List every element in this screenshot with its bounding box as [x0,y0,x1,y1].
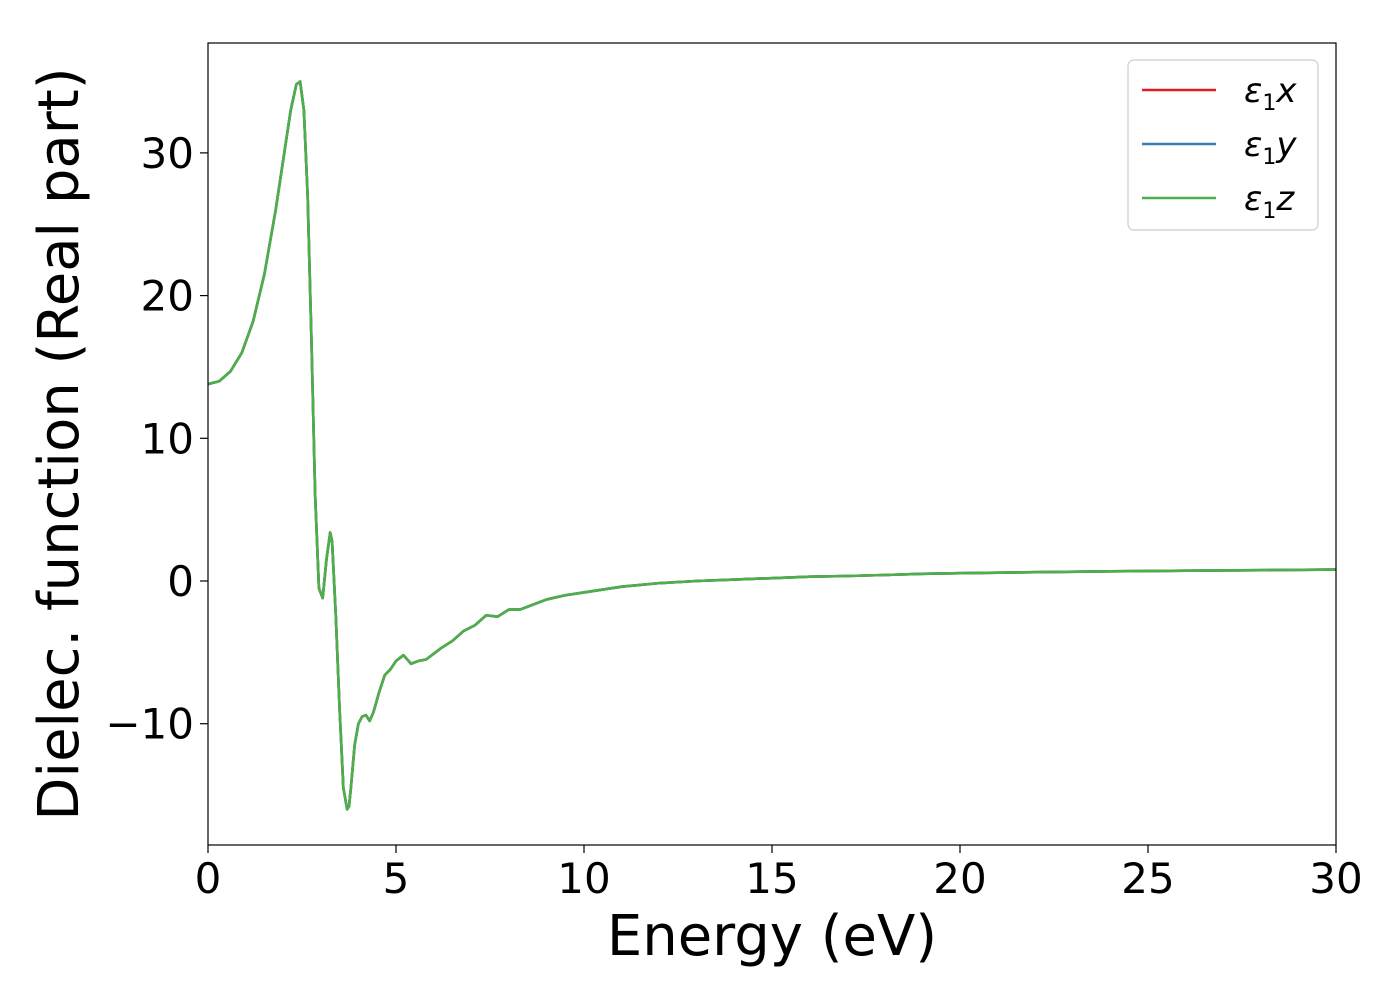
x-tick-label: 5 [383,854,410,903]
legend-label: ε1z [1244,179,1295,224]
y-tick-label: −10 [105,700,194,749]
y-tick-label: 10 [141,414,194,463]
legend-label: ε1y [1244,125,1297,170]
y-tick-label: 30 [141,129,194,178]
series-line-3 [208,80,1336,811]
series-layer [208,80,1336,811]
y-axis-label: Dielec. function (Real part) [27,67,92,820]
x-axis: 0 5 10 15 20 25 30 [195,845,1363,903]
x-axis-label: Energy (eV) [607,904,937,969]
x-tick-label: 0 [195,854,222,903]
y-axis: −10 0 10 20 30 [105,129,208,749]
x-tick-label: 15 [745,854,798,903]
legend-label: ε1x [1244,71,1297,116]
y-tick-label: 0 [167,557,194,606]
x-tick-label: 20 [933,854,986,903]
legend: ε1x ε1y ε1z [1127,59,1319,231]
y-tick-label: 20 [141,272,194,321]
x-tick-label: 30 [1309,854,1362,903]
legend-box [1127,59,1319,231]
x-tick-label: 25 [1121,854,1174,903]
x-tick-label: 10 [557,854,610,903]
